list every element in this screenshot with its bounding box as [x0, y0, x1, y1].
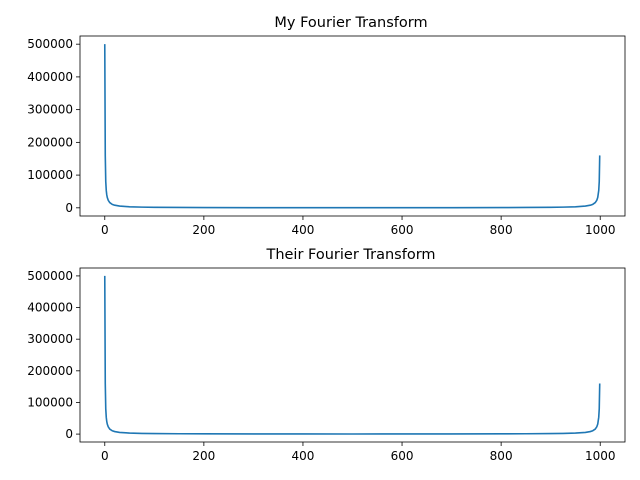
chart-title: My Fourier Transform [274, 15, 427, 31]
x-tick-label: 400 [292, 449, 315, 463]
x-tick-label: 1000 [585, 449, 616, 463]
x-tick-label: 800 [490, 449, 513, 463]
subplot-top: My Fourier Transform 0 200 400 600 800 1000 0 1… [27, 15, 626, 237]
y-tick-label: 0 [65, 201, 73, 215]
x-tick-label: 0 [101, 223, 109, 237]
x-tick-label: 200 [192, 223, 215, 237]
y-tick-label: 200000 [27, 364, 73, 378]
series-line [103, 275, 601, 435]
subplot-bottom: Their Fourier Transform 0 200 400 600 800 100… [27, 247, 626, 463]
series-line [103, 44, 601, 209]
y-tick-label: 500000 [27, 37, 73, 51]
x-tick-label: 600 [391, 223, 414, 237]
x-tick-label: 400 [292, 223, 315, 237]
y-tick-label: 400000 [27, 70, 73, 84]
y-tick-label: 100000 [27, 168, 73, 182]
x-tick-label: 200 [192, 449, 215, 463]
y-tick-label: 300000 [27, 332, 73, 346]
chart-title: Their Fourier Transform [265, 247, 435, 263]
x-tick-label: 0 [101, 449, 109, 463]
y-tick-label: 200000 [27, 135, 73, 149]
y-tick-label: 500000 [27, 269, 73, 283]
x-tick-label: 600 [391, 449, 414, 463]
axes-frame [79, 35, 626, 217]
x-tick-label: 800 [490, 223, 513, 237]
y-tick-label: 0 [65, 427, 73, 441]
x-tick-label: 1000 [585, 223, 616, 237]
y-tick-label: 300000 [27, 103, 73, 117]
axes-frame [79, 267, 626, 443]
y-tick-label: 400000 [27, 301, 73, 315]
y-tick-label: 100000 [27, 395, 73, 409]
